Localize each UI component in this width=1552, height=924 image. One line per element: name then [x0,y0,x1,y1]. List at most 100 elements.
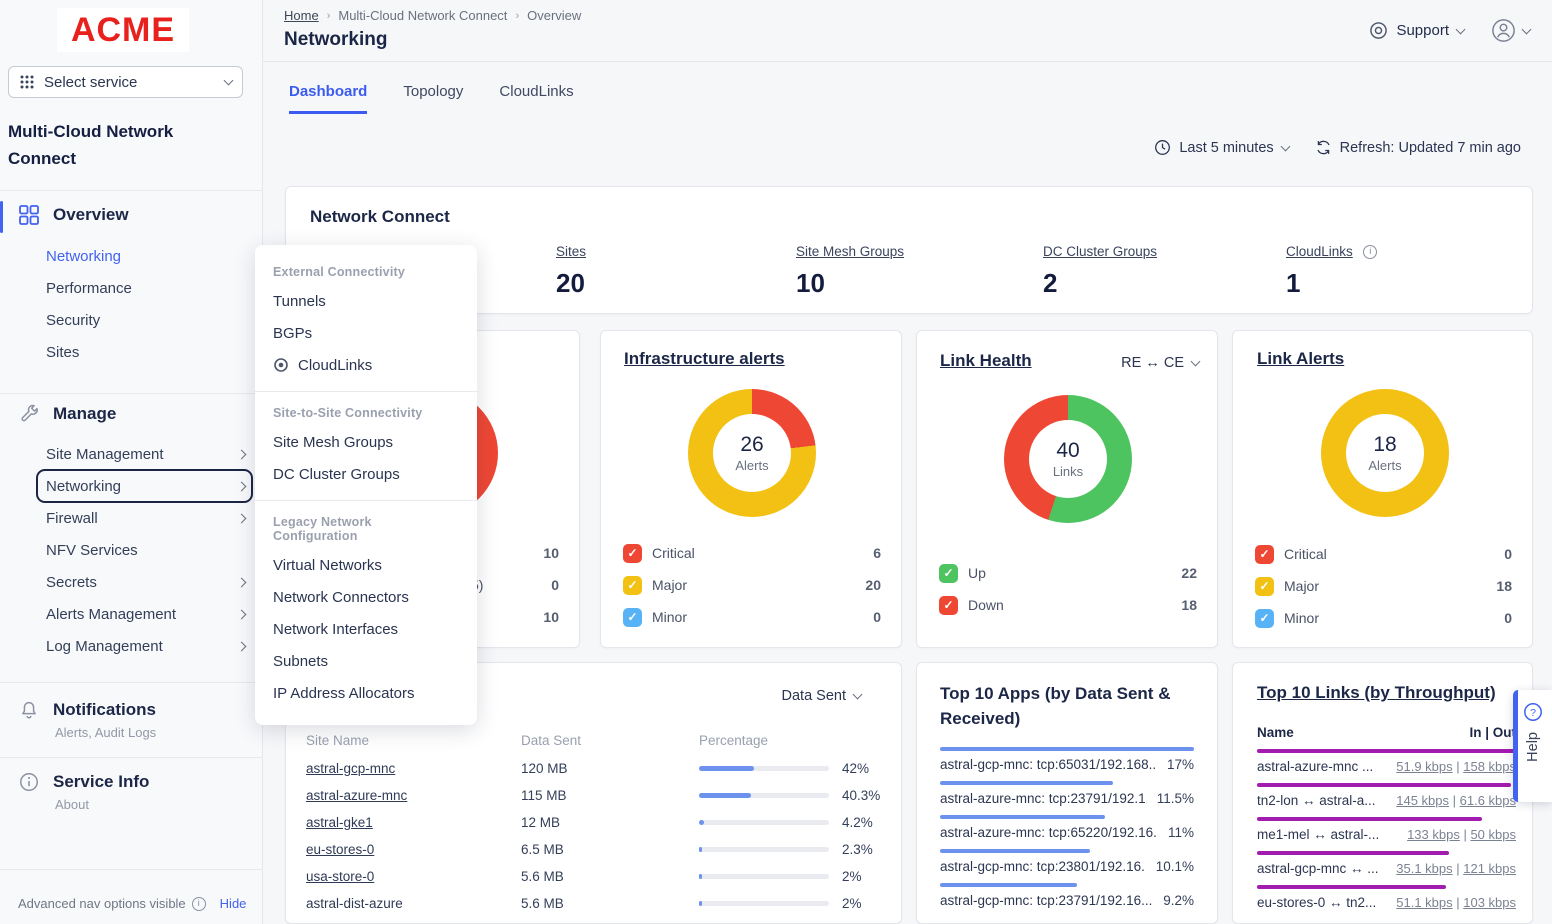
checkbox-minor[interactable]: ✓ [623,607,642,627]
chevron-right-icon [236,481,247,491]
tab-cloudlinks[interactable]: CloudLinks [499,83,574,100]
sidebar-section-overview[interactable]: Overview [18,204,129,226]
link-row: tn2-lon ↔ astral-a... 145 kbps | 61.6 kbp… [1257,783,1516,808]
checkbox-critical[interactable]: ✓ [1255,544,1274,564]
breadcrumb-separator: › [515,9,520,22]
link-in-value[interactable]: 51.9 kbps [1396,759,1453,774]
menu-item-subnets[interactable]: Subnets [273,645,459,677]
link-throughput-bar [1257,885,1447,889]
account-menu[interactable] [1490,17,1532,44]
sidebar-item-security[interactable]: Security [46,311,101,329]
site-name-link[interactable]: usa-store-0 [306,869,375,884]
link-in-value[interactable]: 35.1 kbps [1396,861,1453,876]
network-connect-card: Network Connect Sites 20 Site Mesh Group… [285,186,1533,314]
help-tab[interactable]: ? Help [1513,690,1552,802]
link-out-value[interactable]: 61.6 kbps [1459,793,1516,808]
site-name-link[interactable]: eu-stores-0 [306,842,375,857]
sidebar-item-networking[interactable]: Networking [46,247,122,265]
link-out-value[interactable]: 103 kbps [1463,895,1516,910]
checkbox-down[interactable]: ✓ [939,595,958,615]
site-name-link[interactable]: astral-gcp-mnc [306,761,396,776]
checkbox-major[interactable]: ✓ [623,575,642,595]
link-health-scope-selector[interactable]: RE ↔ CE [1121,355,1201,371]
app-name: astral-azure-mnc: tcp:65220/192.16... [940,825,1158,840]
top-links-title[interactable]: Top 10 Links (by Throughput) [1257,683,1496,702]
sidebar-item-performance[interactable]: Performance [46,279,132,297]
sidebar-item-nfv-services[interactable]: NFV Services [0,534,263,566]
app-row-line: astral-gcp-mnc: tcp:65031/192.168.... 17% [940,757,1194,772]
stat-value: 2 [1043,268,1058,298]
checkbox-up[interactable]: ✓ [939,563,958,583]
sidebar-item-sites[interactable]: Sites [46,343,80,361]
metric-selector[interactable]: Data Sent [782,688,863,704]
app-row-line: astral-azure-mnc: tcp:65220/192.16... 11% [940,825,1194,840]
divider [0,869,263,870]
site-name-link[interactable]: astral-azure-mnc [306,788,408,803]
site-name-link[interactable]: astral-gke1 [306,815,373,830]
sidebar-section-notifications[interactable]: Notifications Alerts, Audit Logs [18,699,156,740]
sidebar-item-log-management[interactable]: Log Management [0,630,263,662]
infrastructure-alerts-title[interactable]: Infrastructure alerts [624,349,785,368]
sidebar-item-secrets[interactable]: Secrets [0,566,263,598]
sidebar-section-service-info[interactable]: Service Info About [18,771,149,812]
info-icon[interactable]: i [191,896,206,911]
stat-label-link[interactable]: CloudLinks [1286,244,1353,259]
menu-item-dc-cluster-groups[interactable]: DC Cluster Groups [273,458,459,490]
sidebar-section-manage[interactable]: Manage [18,403,116,425]
legend-label: Major [1284,578,1320,594]
sidebar-item-label: Log Management [46,637,163,655]
sidebar-item-site-management[interactable]: Site Management [0,438,263,470]
tab-topology[interactable]: Topology [403,83,464,100]
refresh-button[interactable]: Refresh: Updated 7 min ago [1315,139,1521,156]
checkbox-critical[interactable]: ✓ [623,543,642,563]
menu-item-tunnels[interactable]: Tunnels [273,285,459,317]
menu-item-ip-address-allocators[interactable]: IP Address Allocators [273,677,459,709]
menu-item-virtual-networks[interactable]: Virtual Networks [273,549,459,581]
link-out-value[interactable]: 158 kbps [1463,759,1516,774]
bell-icon [22,701,36,719]
data-sent-value: 5.6 MB [521,869,564,884]
time-range-selector[interactable]: Last 5 minutes [1154,139,1291,156]
hide-link[interactable]: Hide [219,896,247,911]
percentage-value: 2% [842,896,862,911]
percentage-value: 42% [842,761,870,776]
checkbox-major[interactable]: ✓ [1255,576,1274,596]
service-selector[interactable]: Select service [8,66,243,98]
donut-center-value: 26 [740,433,764,456]
link-in-value[interactable]: 145 kbps [1396,793,1450,808]
menu-item-network-connectors[interactable]: Network Connectors [273,581,459,613]
link-in-value[interactable]: 133 kbps [1407,827,1460,842]
link-health-title[interactable]: Link Health [940,351,1032,370]
link-in-out-values: 133 kbps | 50 kbps [1407,827,1516,842]
stat-label-link[interactable]: Sites [556,244,587,259]
menu-item-cloudlinks[interactable]: CloudLinks [273,349,459,381]
menu-item-bgps[interactable]: BGPs [273,317,459,349]
support-menu[interactable]: Support [1369,21,1466,40]
sidebar-item-firewall[interactable]: Firewall [0,502,263,534]
menu-item-network-interfaces[interactable]: Network Interfaces [273,613,459,645]
link-row: me1-mel ↔ astral-... 133 kbps | 50 kbps [1257,817,1516,842]
app-name: astral-azure-mnc: tcp:23791/192.1... [940,791,1147,806]
sidebar-item-networking[interactable]: Networking [0,469,263,503]
checkbox-minor[interactable]: ✓ [1255,608,1274,628]
link-throughput-bar [1257,851,1449,855]
svg-text:?: ? [1530,707,1536,719]
sidebar-section-subtitle: Alerts, Audit Logs [55,725,157,740]
link-in-value[interactable]: 51.1 kbps [1396,895,1453,910]
tab-dashboard[interactable]: Dashboard [289,83,368,114]
dashboard-grid-icon [19,205,39,225]
stat-label-link[interactable]: DC Cluster Groups [1043,244,1158,259]
app-throughput-bar [940,747,1194,751]
link-row: eu-stores-0 ↔ tn2... 51.1 kbps | 103 kbps [1257,885,1516,910]
acme-logo: ACME [57,8,189,52]
breadcrumb-home[interactable]: Home [284,8,319,23]
link-name: eu-stores-0 ↔ tn2... [1257,895,1377,910]
link-out-value[interactable]: 121 kbps [1463,861,1516,876]
link-alerts-title[interactable]: Link Alerts [1257,349,1345,368]
sidebar-item-alerts-management[interactable]: Alerts Management [0,598,263,630]
link-out-value[interactable]: 50 kbps [1470,827,1516,842]
menu-item-site-mesh-groups[interactable]: Site Mesh Groups [273,426,459,458]
stat-label-link[interactable]: Site Mesh Groups [796,244,905,259]
acme-logo-text: ACME [70,10,176,49]
info-icon[interactable]: i [1363,244,1378,259]
